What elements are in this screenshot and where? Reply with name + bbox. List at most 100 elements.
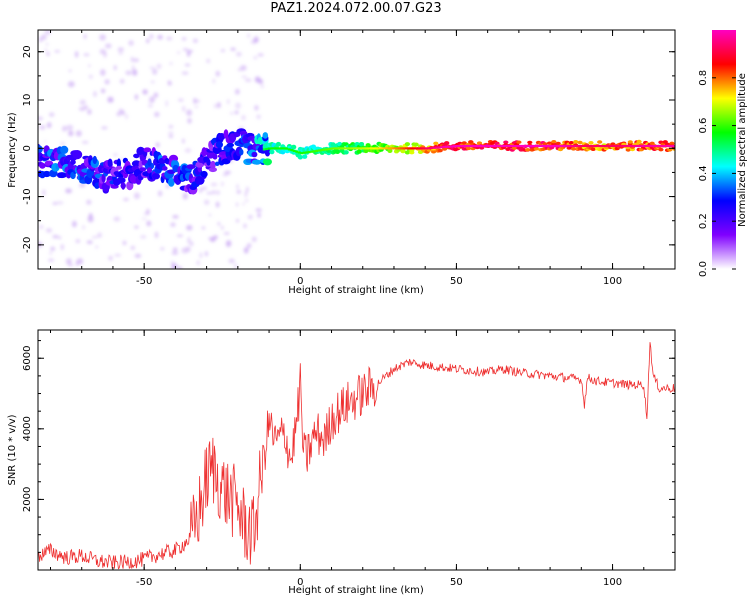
spectrogram-speckle	[125, 70, 133, 76]
spectrogram-cell	[146, 167, 153, 174]
spectrogram-ridge-cell	[307, 151, 311, 154]
spectrogram-cell	[555, 141, 561, 146]
spectrogram-speckle	[228, 258, 235, 264]
spectrogram-cell	[38, 145, 43, 154]
spectrogram-ridge-cell	[657, 144, 661, 148]
spectrogram-speckle	[82, 225, 85, 230]
spectrogram-speckle	[157, 190, 163, 197]
spectrogram-cell	[212, 153, 218, 160]
spectrogram-ridge-cell	[567, 144, 571, 148]
spectrogram-ridge-cell	[540, 144, 543, 148]
spectrogram-cell	[570, 147, 577, 151]
spectrogram-ridge-cell	[520, 144, 523, 148]
spectrogram-speckle	[134, 225, 139, 229]
spectrogram-speckle	[172, 215, 179, 219]
spectrogram-speckle	[196, 260, 200, 265]
spectrogram-cell	[60, 145, 69, 154]
spectrogram-ridge-cell	[635, 144, 638, 148]
spectrogram-ridge-cell	[640, 144, 643, 148]
spectrogram-ridge-cell	[600, 144, 603, 148]
spectrogram-ridge-cell	[607, 144, 611, 148]
spectrogram-ridge-cell	[580, 144, 583, 148]
spectrogram-speckle	[117, 47, 125, 52]
spectrogram-speckle	[176, 234, 183, 237]
snr-x-axis-label: Height of straight line (km)	[288, 585, 424, 596]
spectrogram-speckle	[105, 43, 112, 49]
spectrogram-speckle	[75, 130, 82, 137]
spectrogram-speckle	[187, 118, 192, 124]
spectrogram-ridge-cell	[532, 144, 536, 148]
spectrogram-ridge-cell	[410, 147, 413, 150]
spectrogram-speckle	[119, 78, 125, 84]
spectrogram-ridge-cell	[542, 144, 546, 148]
spectrogram-ridge-cell	[582, 144, 586, 148]
snr-y-axis-label: SNR (10 * v/v)	[7, 414, 18, 485]
spectrogram-speckle	[243, 247, 249, 254]
spectrogram-ridge-cell	[335, 147, 339, 150]
spectrogram-speckle	[236, 190, 241, 194]
spectrogram-ridge-cell	[347, 147, 351, 150]
colorbar-tick-label: 0.8	[698, 70, 709, 86]
y-tick-label: -10	[22, 188, 33, 204]
spectrogram-ridge-cell	[272, 147, 276, 150]
spectrogram-cell	[168, 180, 175, 186]
spectrogram-cell	[466, 146, 472, 151]
spectrogram-speckle	[240, 65, 247, 71]
spectrogram-speckle	[86, 199, 92, 205]
spectrogram-speckle	[146, 208, 150, 215]
spectrogram-speckle	[251, 236, 257, 243]
spectrogram-speckle	[38, 116, 44, 121]
spectrogram-speckle	[210, 182, 218, 187]
spectrogram-cell	[363, 148, 369, 154]
spectrogram-cell	[152, 173, 160, 180]
spectrogram-ridge-cell	[352, 147, 356, 150]
spectrogram-ridge-cell	[637, 144, 641, 148]
spectrogram-speckle	[255, 208, 262, 212]
spectrogram-ridge-cell	[497, 144, 501, 148]
spectrogram-speckle	[99, 34, 106, 41]
spectrogram-ridge-cell	[477, 144, 481, 148]
spectrogram-cell	[162, 166, 168, 171]
spectrogram-speckle	[66, 258, 72, 265]
spectrogram-ridge-cell	[390, 147, 393, 150]
spectrogram-speckle	[178, 98, 184, 102]
spectrogram-ridge-cell	[325, 148, 329, 151]
spectrogram-speckle	[39, 225, 44, 229]
spectrogram-speckle	[39, 125, 46, 130]
spectrogram-speckle	[101, 126, 108, 130]
spectrogram-ridge-cell	[590, 144, 593, 148]
spectrogram-speckle	[54, 50, 61, 53]
spectrogram-speckle	[152, 68, 158, 75]
spectrogram-ridge-cell	[460, 144, 463, 148]
spectrogram-speckle	[99, 48, 106, 55]
spectrogram-cell	[525, 148, 531, 152]
spectrogram-speckle	[128, 40, 134, 46]
spectrogram-ridge-cell	[447, 145, 451, 148]
spectrogram-cell	[334, 149, 341, 154]
y-tick-label: 2000	[22, 487, 33, 512]
spectrogram-ridge-cell	[372, 147, 376, 150]
spectrogram-ridge-cell	[660, 144, 663, 148]
spectrogram-speckle	[87, 215, 94, 223]
spectrogram-ridge-cell	[297, 151, 301, 154]
spectrogram-speckle	[133, 58, 139, 62]
spectrogram-cell	[437, 148, 443, 153]
spectrogram-speckle	[247, 33, 250, 38]
spectrogram-ridge-cell	[595, 144, 598, 148]
spectrogram-speckle	[236, 202, 239, 207]
spectrogram-ridge-cell	[672, 144, 675, 148]
spectrogram-speckle	[140, 235, 147, 239]
spectrogram-speckle	[49, 112, 55, 117]
spectrogram-cell	[417, 150, 424, 155]
spectrogram-speckle	[227, 99, 230, 105]
spectrogram-speckle	[215, 70, 220, 77]
spectrogram-ridge-cell	[430, 146, 433, 150]
colorbar-label: Normalized spectral amplitude	[737, 73, 748, 227]
spectrogram-cell	[627, 140, 633, 144]
spectrogram-ridge-cell	[407, 147, 411, 150]
spectrogram-ridge-cell	[362, 147, 366, 150]
spectrogram-ridge-cell	[650, 144, 653, 148]
spectrogram-speckle	[46, 51, 50, 57]
spectrogram-speckle	[121, 110, 125, 116]
